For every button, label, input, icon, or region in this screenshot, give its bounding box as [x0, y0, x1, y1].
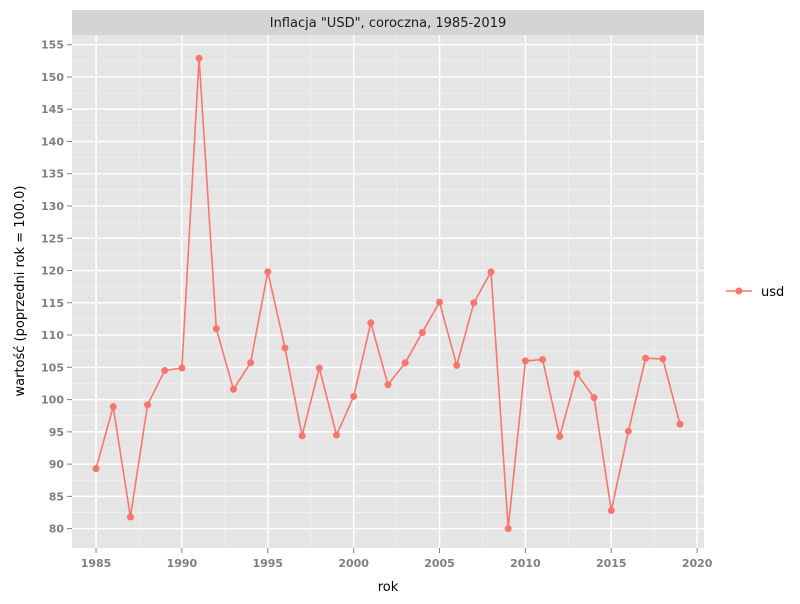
- x-tick-label: 1990: [167, 557, 198, 570]
- legend-point: [735, 287, 743, 295]
- y-tick-label: 125: [41, 232, 64, 245]
- data-point: [659, 355, 667, 363]
- data-point: [212, 325, 220, 333]
- y-tick-label: 120: [41, 265, 64, 278]
- data-point: [401, 359, 409, 367]
- x-tick-label: 1995: [252, 557, 283, 570]
- data-point: [298, 432, 306, 440]
- data-point: [144, 401, 152, 409]
- y-axis: 80 85 90 95 100 105 110 115 120 125 130 135 140 145 15…: [41, 39, 72, 536]
- y-axis-title: wartość (poprzedni rok = 100.0): [13, 186, 28, 397]
- y-tick-label: 150: [41, 71, 64, 84]
- y-tick-label: 145: [41, 103, 64, 116]
- data-point: [247, 359, 255, 367]
- data-point: [92, 465, 100, 473]
- y-tick-label: 105: [41, 361, 64, 374]
- data-point: [315, 364, 323, 372]
- x-axis-title: rok: [378, 580, 399, 595]
- data-point: [676, 420, 684, 428]
- data-point: [436, 298, 444, 306]
- data-point: [590, 394, 598, 402]
- y-tick-label: 140: [41, 135, 64, 148]
- data-point: [229, 385, 237, 393]
- chart-title: Inflacja "USD", coroczna, 1985-2019: [270, 16, 507, 31]
- series-layer: [92, 54, 684, 533]
- y-tick-label: 155: [41, 39, 64, 52]
- data-point: [161, 367, 169, 375]
- x-tick-label: 1985: [81, 557, 112, 570]
- data-point: [384, 381, 392, 389]
- y-tick-label: 95: [49, 426, 64, 439]
- y-tick-label: 115: [41, 297, 64, 310]
- data-point: [126, 513, 134, 521]
- y-tick-label: 110: [41, 329, 64, 342]
- data-point: [453, 361, 461, 369]
- x-tick-label: 2000: [338, 557, 369, 570]
- data-point: [624, 427, 632, 435]
- plot-panel: [72, 35, 704, 548]
- legend: usd: [726, 285, 784, 300]
- data-point: [521, 357, 529, 365]
- data-point: [350, 392, 358, 400]
- data-point: [470, 299, 478, 307]
- data-point: [109, 403, 117, 411]
- data-point: [367, 319, 375, 327]
- data-point: [281, 344, 289, 352]
- x-axis: 1985 1990 1995 2000 2005 2010 2015 2020: [81, 548, 713, 570]
- x-tick-label: 2015: [596, 557, 627, 570]
- data-point: [264, 268, 272, 276]
- data-point: [642, 354, 650, 362]
- data-point: [556, 432, 564, 440]
- data-point: [418, 328, 426, 336]
- strip-background: [72, 10, 704, 35]
- x-tick-label: 2010: [510, 557, 541, 570]
- y-tick-label: 130: [41, 200, 64, 213]
- data-point: [178, 364, 186, 372]
- x-tick-label: 2020: [682, 557, 713, 570]
- data-point: [195, 54, 203, 62]
- data-point: [332, 431, 340, 439]
- y-tick-label: 85: [49, 490, 64, 503]
- data-point: [607, 507, 615, 515]
- data-point: [573, 370, 581, 378]
- y-tick-label: 80: [49, 523, 65, 536]
- data-point: [487, 268, 495, 276]
- data-point: [504, 525, 512, 533]
- data-point: [539, 356, 547, 364]
- y-tick-label: 135: [41, 168, 64, 181]
- legend-label: usd: [761, 285, 784, 300]
- major-gridlines: [72, 35, 704, 548]
- y-tick-label: 90: [49, 458, 65, 471]
- y-tick-label: 100: [41, 394, 64, 407]
- x-tick-label: 2005: [424, 557, 455, 570]
